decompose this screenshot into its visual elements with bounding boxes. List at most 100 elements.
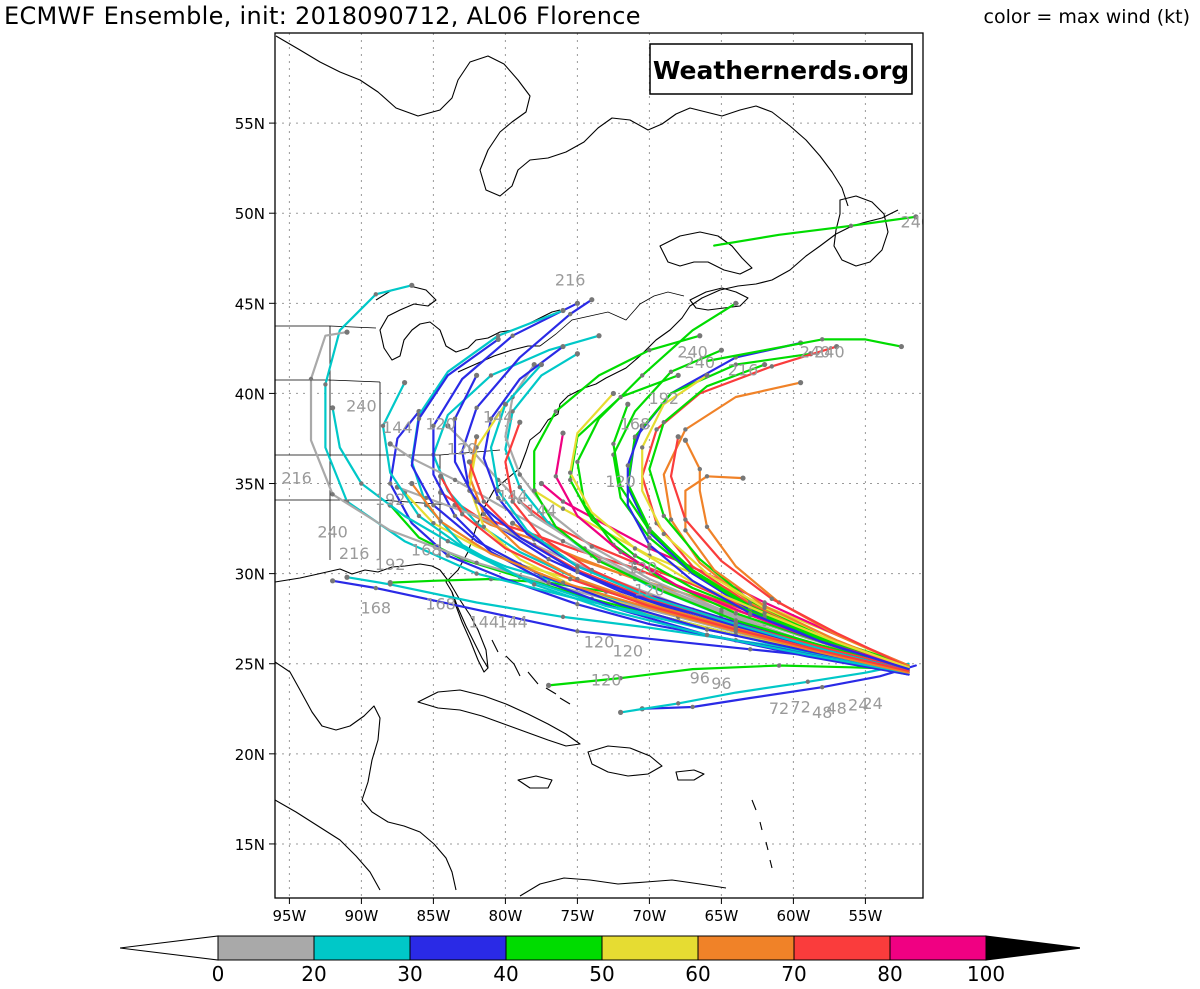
track-point (496, 495, 501, 501)
track-end-point (474, 434, 480, 440)
lat-tick-label: 45N (235, 295, 265, 313)
plot-background (275, 33, 923, 898)
track-end-point (344, 329, 350, 335)
track-end-point (675, 434, 681, 440)
track-point (661, 513, 666, 519)
colorbar-label: 30 (397, 962, 422, 986)
track-point (668, 369, 674, 374)
lon-tick-label: 95W (272, 907, 306, 925)
coastline-lake-erie (457, 345, 540, 373)
coastline-puerto-rico (675, 769, 705, 781)
lat-tick-label: 20N (235, 746, 265, 764)
track-end-point (466, 459, 472, 465)
ensemble-track (410, 482, 910, 674)
forecast-hour-label: 192 (375, 490, 406, 509)
track-point (568, 470, 573, 475)
lon-tick-label: 65W (704, 907, 738, 925)
lon-tick-label: 55W (848, 907, 882, 925)
forecast-hour-label: 72 (790, 697, 810, 716)
coastline-hudson-bay (275, 35, 849, 207)
track-end-point (409, 282, 415, 288)
forecast-hour-label: 144 (497, 487, 528, 506)
ensemble-track (439, 475, 910, 672)
forecast-hour-label: 48 (826, 699, 846, 718)
track-point (676, 701, 681, 706)
track-point (748, 647, 753, 652)
forecast-hour-label: 144 (497, 613, 528, 632)
track-point (632, 553, 638, 558)
track-end-point (898, 343, 905, 350)
track-point (575, 564, 580, 569)
track-point (474, 405, 479, 411)
track-point (618, 394, 623, 400)
branding-label: Weathernerds.org (653, 56, 909, 85)
track-point (460, 511, 465, 517)
track-end-point (574, 300, 581, 306)
track-point (668, 517, 674, 522)
latitude-ticks: 15N 20N 25N 30N 35N 40N 45N 50N 55N (235, 115, 275, 854)
track-point (769, 596, 774, 602)
colorbar-label: 70 (781, 962, 806, 986)
coastline-jamaica (517, 775, 553, 789)
track-point (568, 311, 573, 317)
track-point (488, 416, 494, 421)
track-end-point (330, 578, 336, 584)
track-point (568, 576, 573, 582)
colorbar-bin (409, 935, 507, 961)
track-end-point (762, 361, 768, 368)
track-end-point (409, 480, 415, 487)
forecast-hour-label: 216 (555, 270, 586, 289)
track-point (431, 502, 436, 508)
ensemble-track (482, 345, 910, 672)
track-end-point (546, 682, 552, 688)
coastline-hispaniola (587, 745, 663, 777)
track-point (474, 499, 479, 504)
track-point (704, 632, 710, 638)
track-end-point (618, 709, 624, 715)
forecast-hour-label: 72 (769, 699, 789, 718)
ensemble-track (669, 435, 910, 669)
forecast-hour-label: 168 (361, 598, 392, 617)
lon-tick-label: 80W (488, 907, 522, 925)
track-point (776, 663, 782, 668)
track-point (568, 477, 573, 483)
track-point (683, 427, 688, 432)
track-point (647, 546, 652, 551)
track-point (733, 611, 738, 616)
gridlines (275, 33, 923, 898)
track-point (805, 679, 810, 684)
track-point (733, 362, 738, 367)
forecast-hour-label: 216 (281, 469, 312, 488)
track-point (481, 499, 486, 504)
coastline-great-lakes (375, 285, 561, 361)
track-point (618, 549, 623, 555)
track-end-point (798, 380, 804, 386)
colorbar-bin (697, 935, 795, 961)
track-end-point (445, 423, 451, 429)
forecast-hour-label: 144 (469, 613, 500, 632)
track-end-point (517, 419, 523, 425)
track-point (488, 373, 494, 378)
lon-tick-label: 60W (776, 907, 810, 925)
colorbar-label: 40 (493, 962, 518, 986)
forecast-hour-label: 192 (375, 555, 406, 574)
forecast-hour-label: 48 (812, 703, 832, 722)
track-point (510, 409, 515, 414)
coastline-bahamas (491, 639, 571, 705)
track-point (704, 474, 710, 479)
forecast-hour-label: 120 (447, 440, 478, 459)
lat-tick-label: 25N (235, 656, 265, 674)
colorbar-bin (217, 935, 315, 961)
coastline-st-lawrence (659, 231, 753, 275)
forecast-hour-label: 96 (690, 669, 710, 688)
forecast-hour-label: 120 (627, 559, 658, 578)
colorbar-label: 50 (589, 962, 614, 986)
track-point (733, 621, 738, 627)
track-end-point (697, 333, 703, 339)
track-point (575, 629, 580, 634)
track-point (690, 704, 695, 710)
track-point (438, 519, 443, 524)
track-end-point (330, 405, 336, 411)
ensemble-track (489, 363, 910, 672)
